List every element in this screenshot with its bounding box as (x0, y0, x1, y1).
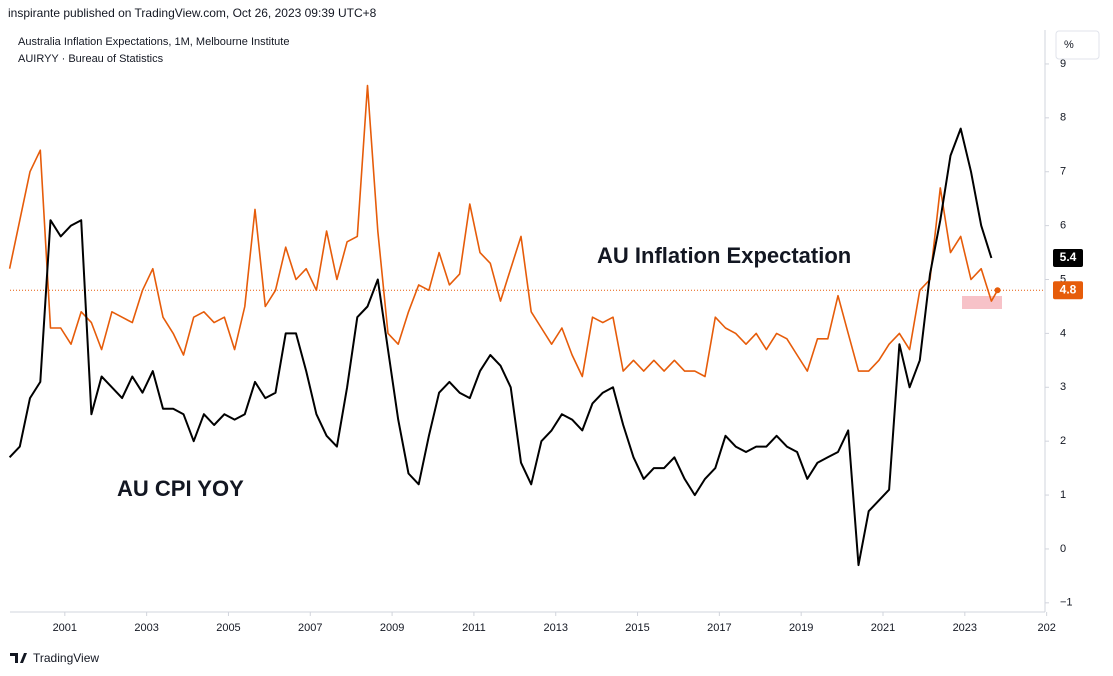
price-label-box (1053, 248, 1083, 267)
y-tick-label: 0 (1060, 543, 1066, 555)
x-tick-label: 2019 (789, 622, 813, 634)
price-label-box (1053, 281, 1083, 300)
y-tick-label: 1 (1060, 489, 1066, 501)
x-tick-label: 2005 (216, 622, 240, 634)
y-tick-label: −1 (1060, 597, 1073, 609)
x-tick-label: 2013 (543, 622, 567, 634)
unit-label[interactable]: % (1064, 39, 1074, 51)
annotation: AU Inflation Expectation (597, 243, 851, 268)
y-tick-label: 3 (1060, 381, 1066, 393)
y-tick-label: 8 (1060, 112, 1066, 124)
x-tick-label: 2017 (707, 622, 731, 634)
footer-brand: TradingView (33, 651, 99, 665)
series-line (8, 127, 993, 567)
x-tick-label: 2001 (53, 622, 77, 634)
x-tick-label: 2003 (134, 622, 158, 634)
y-tick-label: 4 (1060, 327, 1066, 339)
x-tick-label: 2015 (625, 622, 649, 634)
y-tick-label: 9 (1060, 58, 1066, 70)
chart-subtitle: AUIRYY · Bureau of Statistics (18, 53, 164, 65)
x-tick-label: 2021 (871, 622, 895, 634)
y-tick-label: 5 (1060, 273, 1066, 285)
annotation: AU CPI YOY (117, 476, 244, 501)
y-tick-label: 2 (1060, 435, 1066, 447)
x-tick-label: 2009 (380, 622, 404, 634)
x-tick-label: 2023 (953, 622, 977, 634)
chart-title: Australia Inflation Expectations, 1M, Me… (18, 36, 289, 48)
last-point (994, 287, 1001, 294)
tv-logo (10, 653, 27, 663)
y-tick-label: 7 (1060, 166, 1066, 178)
y-tick-label: 6 (1060, 220, 1066, 232)
published-by: inspirante published on TradingView.com,… (8, 6, 377, 20)
price-label: 5.4 (1060, 250, 1077, 264)
series-line (8, 84, 999, 378)
price-label: 4.8 (1060, 282, 1077, 296)
x-tick-label: 2011 (462, 622, 486, 634)
highlight-box (962, 296, 1002, 309)
x-tick-label: 2007 (298, 622, 322, 634)
unit-box[interactable] (1055, 30, 1100, 60)
x-tick-label: 202 (1037, 622, 1055, 634)
